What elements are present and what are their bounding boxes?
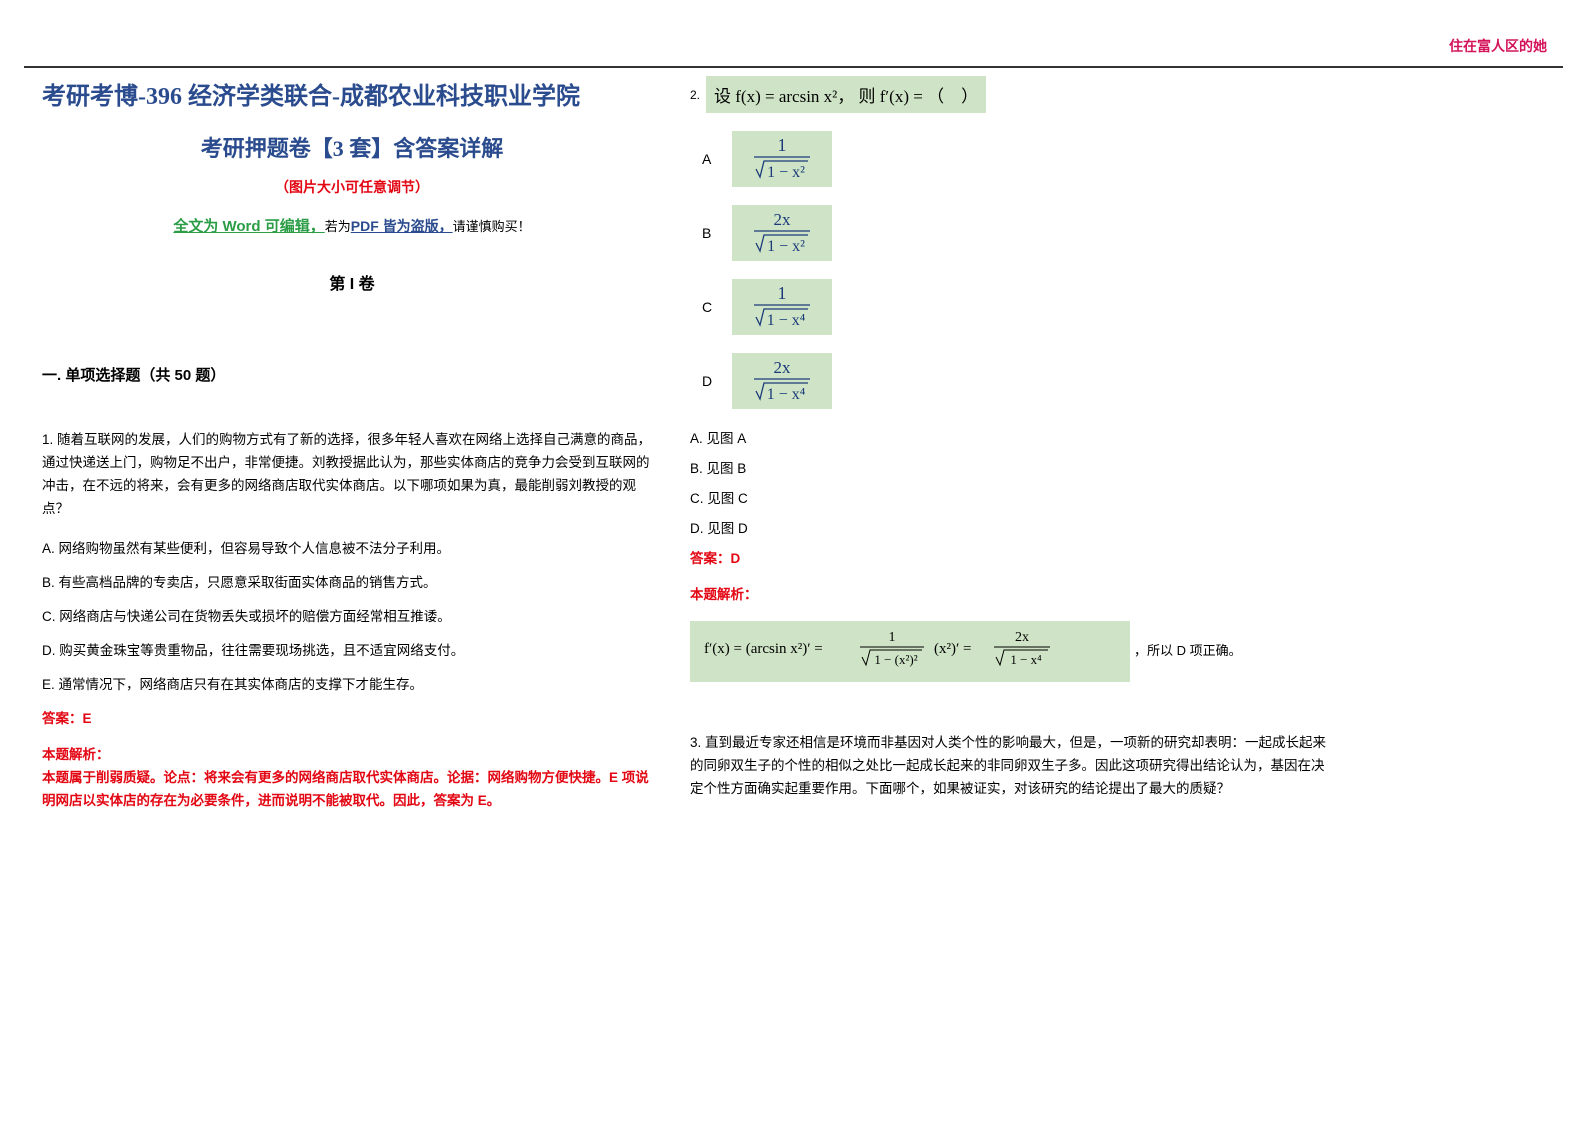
q2-choice-a-letter: A — [702, 151, 716, 167]
svg-text:(x²)′ =: (x²)′ = — [934, 641, 971, 657]
left-column: 考研考博-396 经济学类联合-成都农业科技职业学院 考研押题卷【3 套】含答案… — [42, 76, 662, 813]
right-column: 2. 设 f(x) = arcsin x²， 则 f′(x) = （ ） A 1… — [690, 76, 1330, 817]
warn-mid: 若为 — [325, 219, 351, 234]
q2-answer: 答案：D — [690, 547, 1330, 567]
svg-text:2x: 2x — [774, 358, 792, 377]
svg-text:1 − (x²)²: 1 − (x²)² — [874, 652, 917, 667]
q2-choice-b-formula: 2x 1 − x² — [732, 205, 832, 261]
q2-stem-formula: 设 f(x) = arcsin x²， 则 f′(x) = （ ） — [706, 76, 986, 113]
svg-text:f′(x) = (arcsin x²)′ =: f′(x) = (arcsin x²)′ = — [704, 641, 823, 657]
watermark-text: 住在富人区的她 — [1449, 36, 1547, 56]
page-subtitle: 考研押题卷【3 套】含答案详解 — [42, 131, 662, 163]
q2-choice-c-letter: C — [702, 299, 716, 315]
q2-choice-d-formula: 2x 1 − x⁴ — [732, 353, 832, 409]
warn-pdf-pirate: PDF 皆为盗版， — [351, 218, 453, 234]
svg-text:1 − x²: 1 − x² — [767, 238, 805, 255]
q2-option-b: B. 见图 B — [690, 457, 1330, 477]
q2-stem-row: 2. 设 f(x) = arcsin x²， 则 f′(x) = （ ） — [690, 76, 1330, 113]
q2-choice-a-formula: 1 1 − x² — [732, 131, 832, 187]
q2-choice-c-row: C 1 1 − x⁴ — [702, 279, 1330, 335]
svg-text:1 − x⁴: 1 − x⁴ — [1010, 652, 1042, 667]
q1-option-a: A. 网络购物虽然有某些便利，但容易导致个人信息被不法分子利用。 — [42, 537, 662, 557]
q2-explain-formula-row: f′(x) = (arcsin x²)′ = 1 1 − (x²)² (x²)′… — [690, 617, 1330, 682]
q2-option-a: A. 见图 A — [690, 427, 1330, 447]
svg-text:1 − x⁴: 1 − x⁴ — [767, 386, 806, 403]
q1-answer: 答案：E — [42, 707, 662, 727]
q2-choice-d-letter: D — [702, 373, 716, 389]
piracy-warning: 全文为 Word 可编辑，若为PDF 皆为盗版，请谨慎购买！ — [42, 215, 662, 236]
q2-number: 2. — [690, 88, 700, 102]
top-rule — [24, 66, 1563, 68]
svg-text:2x: 2x — [1015, 630, 1029, 645]
q2-choice-c-formula: 1 1 − x⁴ — [732, 279, 832, 335]
warn-tail: 请谨慎购买！ — [453, 219, 531, 234]
q2-explain-formula: f′(x) = (arcsin x²)′ = 1 1 − (x²)² (x²)′… — [690, 621, 1130, 682]
q2-explain-tail: ，所以 D 项正确。 — [1134, 640, 1242, 659]
q2-choice-d-row: D 2x 1 − x⁴ — [702, 353, 1330, 409]
q1-option-e: E. 通常情况下，网络商店只有在其实体商店的支撑下才能生存。 — [42, 673, 662, 693]
q1-explain-body: 本题属于削弱质疑。论点：将来会有更多的网络商店取代实体商店。论据：网络购物方便快… — [42, 767, 662, 813]
q2-explain-head: 本题解析： — [690, 583, 1330, 603]
q2-choice-b-row: B 2x 1 − x² — [702, 205, 1330, 261]
svg-text:1 − x²: 1 − x² — [767, 164, 805, 181]
warn-word-editable: 全文为 Word 可编辑， — [173, 218, 324, 235]
q1-explain-head: 本题解析： — [42, 743, 662, 763]
q1-option-d: D. 购买黄金珠宝等贵重物品，往往需要现场挑选，且不适宜网络支付。 — [42, 639, 662, 659]
svg-text:1 − x⁴: 1 − x⁴ — [767, 312, 806, 329]
q3-stem: 3. 直到最近专家还相信是环境而非基因对人类个性的影响最大，但是，一项新的研究却… — [690, 732, 1330, 801]
q2-choice-b-letter: B — [702, 225, 716, 241]
section-heading: 一. 单项选择题（共 50 题） — [42, 364, 662, 385]
resize-note: （图片大小可任意调节） — [42, 177, 662, 197]
q2-stem-text: 设 f(x) = arcsin x²， 则 f′(x) = （ ） — [714, 87, 978, 106]
q1-option-c: C. 网络商店与快递公司在货物丢失或损坏的赔偿方面经常相互推诿。 — [42, 605, 662, 625]
svg-text:1: 1 — [778, 135, 787, 155]
q2-answers-list: A. 见图 A B. 见图 B C. 见图 C D. 见图 D — [690, 427, 1330, 537]
q1-option-b: B. 有些高档品牌的专卖店，只愿意采取街面实体商品的销售方式。 — [42, 571, 662, 591]
q2-option-d: D. 见图 D — [690, 517, 1330, 537]
q2-choice-a-row: A 1 1 − x² — [702, 131, 1330, 187]
svg-text:2x: 2x — [774, 210, 792, 229]
svg-text:1: 1 — [889, 630, 896, 645]
q1-stem: 1. 随着互联网的发展，人们的购物方式有了新的选择，很多年轻人喜欢在网络上选择自… — [42, 429, 662, 521]
page-title: 考研考博-396 经济学类联合-成都农业科技职业学院 — [42, 76, 662, 111]
volume-label: 第 I 卷 — [42, 270, 662, 294]
svg-text:1: 1 — [778, 283, 787, 303]
q2-option-c: C. 见图 C — [690, 487, 1330, 507]
